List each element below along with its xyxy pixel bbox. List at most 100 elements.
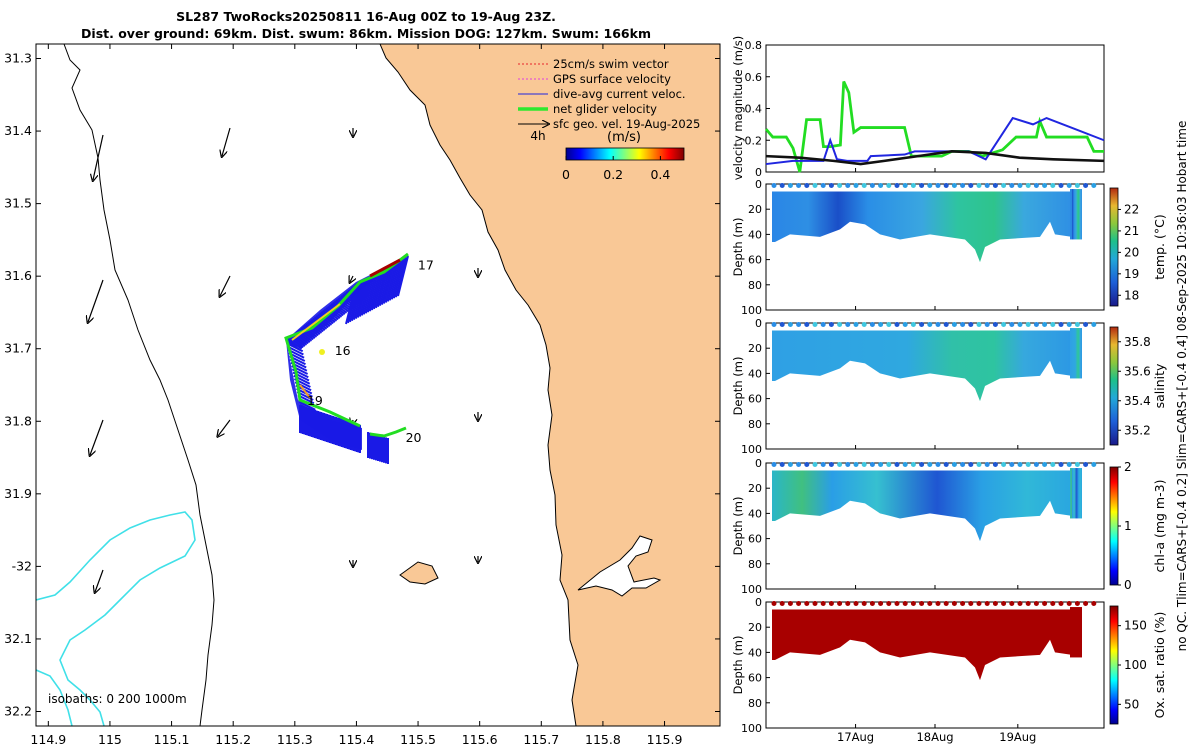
surface-sample — [869, 601, 875, 606]
surface-sample — [910, 462, 916, 467]
surface-sample — [787, 322, 793, 327]
current-vector — [393, 257, 405, 299]
velocity-y-tick-label: 0.2 — [745, 134, 763, 147]
depth-tick-label: 0 — [755, 457, 762, 470]
legend-label: GPS surface velocity — [553, 72, 671, 86]
section-data-tail — [1070, 607, 1082, 658]
map-x-tick-label: 115.2 — [215, 732, 251, 747]
map-y-tick-label: 31.4 — [4, 123, 32, 138]
velocity-y-tick-label: 0 — [755, 166, 762, 179]
depth-tick-label: 80 — [748, 279, 762, 292]
surface-sample — [1017, 322, 1023, 327]
colorbar-tick-label: 1 — [1124, 519, 1132, 533]
surface-sample — [812, 183, 818, 188]
surface-sample — [828, 601, 834, 606]
geo-arrow — [88, 279, 104, 322]
surface-sample — [894, 462, 900, 467]
surface-sample — [837, 183, 843, 188]
depth-tick-label: 60 — [748, 254, 762, 267]
surface-sample — [951, 462, 957, 467]
surface-sample — [968, 322, 974, 327]
track-body-south — [286, 340, 362, 450]
net-velocity-path — [284, 252, 409, 428]
surface-sample — [1066, 462, 1072, 467]
section-colorbar-label: Ox. sat. ratio (%) — [1152, 612, 1167, 719]
surface-sample — [960, 601, 966, 606]
surface-sample — [1017, 183, 1023, 188]
surface-sample — [779, 462, 785, 467]
right-side-caption: no QC. Tlim=CARS+[-0.4 0.2] Slim=CARS+[-… — [1175, 121, 1189, 652]
map-colorbar-unit: (m/s) — [607, 130, 641, 145]
map-estuary — [577, 535, 662, 597]
surface-sample — [771, 462, 777, 467]
glider-track — [284, 252, 409, 464]
map-y-tick-label: 31.7 — [4, 341, 32, 356]
map-x-tick-label: 115.6 — [462, 732, 498, 747]
current-vector — [379, 265, 391, 306]
map-y-tick-label: 32.2 — [4, 703, 32, 718]
surface-sample — [1017, 462, 1023, 467]
surface-sample — [935, 183, 941, 188]
current-speed-line — [765, 116, 1105, 166]
surface-sample — [927, 601, 933, 606]
surface-sample — [1058, 462, 1064, 467]
map-y-tick-label: -32 — [12, 558, 32, 573]
surface-sample — [976, 462, 982, 467]
surface-sample — [878, 601, 884, 606]
map-x-tick-label: 115.9 — [647, 732, 683, 747]
surface-sample — [804, 462, 810, 467]
depth-tick-label: 100 — [741, 583, 762, 596]
surface-sample — [1083, 322, 1089, 327]
section-data-fill — [772, 609, 1072, 681]
map-y-tick-label: 31.6 — [4, 268, 32, 283]
colorbar-tick-label: 20 — [1124, 245, 1139, 259]
surface-sample — [1001, 322, 1007, 327]
surface-sample — [1074, 322, 1080, 327]
surface-sample — [820, 462, 826, 467]
surface-sample — [951, 322, 957, 327]
surface-sample — [837, 462, 843, 467]
surface-sample — [845, 183, 851, 188]
surface-sample — [910, 601, 916, 606]
surface-sample — [910, 183, 916, 188]
section-data-fill — [772, 330, 1072, 402]
section-colorbar-label: temp. (°C) — [1152, 214, 1167, 279]
section-colorbar — [1109, 326, 1119, 446]
surface-sample — [1033, 322, 1039, 327]
section-colorbar-label: salinity — [1152, 363, 1167, 408]
current-vector — [365, 272, 377, 314]
surface-sample — [820, 322, 826, 327]
map-colorbar-tick-label: 0.2 — [603, 167, 623, 182]
surface-sample — [1083, 462, 1089, 467]
isobath-200m — [36, 511, 196, 726]
section-sal: 0 20 40 60 80 100 Depth (m) 35.2 35.4 35.6 35.8sal… — [731, 317, 1167, 456]
track-day-labels: 17 16 19 20 — [307, 257, 434, 445]
surface-sample — [861, 462, 867, 467]
surface-sample — [902, 601, 908, 606]
surface-sample — [992, 462, 998, 467]
surface-sample — [828, 322, 834, 327]
surface-sample — [976, 183, 982, 188]
surface-sample — [919, 462, 925, 467]
map-x-tick-label: 114.9 — [30, 732, 66, 747]
surface-sample — [837, 322, 843, 327]
colorbar-tick-label: 35.8 — [1124, 335, 1151, 349]
surface-sample — [1042, 462, 1048, 467]
surface-sample — [943, 322, 949, 327]
velocity-y-tick-label: 0.6 — [745, 71, 763, 84]
isobath-1000m — [63, 44, 215, 726]
surface-sample — [878, 183, 884, 188]
map-y-axis: 31.3 31.4 31.5 31.6 31.7 31.8 31.9 -32 32.1 32.2 — [4, 51, 720, 718]
surface-sample — [1025, 322, 1031, 327]
depth-tick-label: 60 — [748, 533, 762, 546]
surface-sample — [771, 183, 777, 188]
current-vector — [383, 263, 395, 304]
surface-sample — [935, 322, 941, 327]
surface-sample — [1025, 601, 1031, 606]
track-speed-segment — [299, 384, 311, 399]
map-y-tick-label: 31.3 — [4, 51, 32, 66]
surface-sample — [902, 462, 908, 467]
current-vector — [385, 262, 397, 303]
map-x-tick-label: 115.7 — [523, 732, 559, 747]
map-x-axis: 114.9 115 115.1 115.2 115.3 115.4 115.5 115.6 11… — [30, 44, 682, 747]
